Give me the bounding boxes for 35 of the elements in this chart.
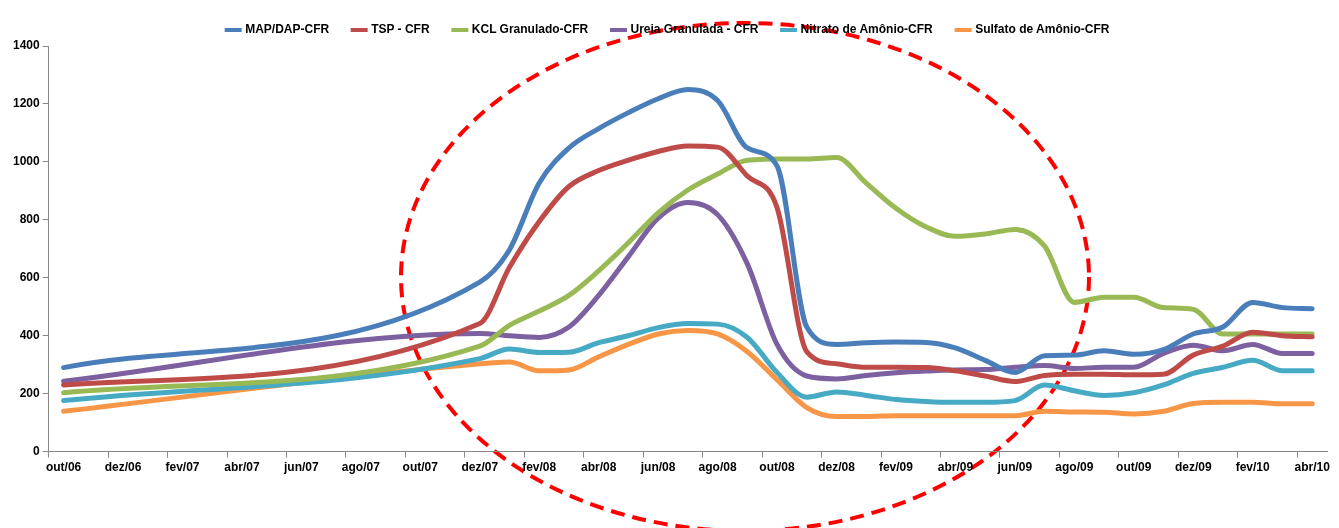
legend-label: Sulfato de Amônio-CFR <box>975 22 1110 37</box>
y-tick-label: 600 <box>19 270 41 285</box>
x-tick-label: dez/07 <box>461 460 499 475</box>
x-tick-label: jun/07 <box>283 460 320 475</box>
x-tick-label: abr/07 <box>224 460 260 475</box>
x-tick-label: fev/08 <box>522 460 557 475</box>
y-tick-label: 400 <box>19 328 41 343</box>
x-tick-label: out/08 <box>759 460 796 475</box>
y-tick-label: 1000 <box>12 154 41 169</box>
x-tick-label: abr/10 <box>1294 460 1331 475</box>
x-tick-label: jun/09 <box>996 460 1033 475</box>
y-tick-label: 0 <box>33 443 41 458</box>
x-tick-label: dez/09 <box>1174 460 1212 475</box>
x-tick-label: dez/06 <box>104 460 142 475</box>
y-tick-label: 1200 <box>12 96 41 111</box>
legend-label: TSP - CFR <box>371 22 430 37</box>
x-tick-label: fev/09 <box>878 460 914 475</box>
x-tick-label: ago/09 <box>1055 460 1094 475</box>
x-tick-label: ago/07 <box>341 460 381 475</box>
x-tick-label: abr/09 <box>937 460 974 475</box>
x-tick-label: fev/07 <box>165 460 200 475</box>
x-tick-label: out/06 <box>45 460 82 475</box>
legend-label: KCL Granulado-CFR <box>471 22 589 37</box>
legend-label: Ureia Granulada - CFR <box>630 22 759 37</box>
y-tick-label: 800 <box>19 212 41 227</box>
x-tick-label: dez/08 <box>818 460 856 475</box>
x-tick-label: abr/08 <box>580 460 617 475</box>
x-tick-label: out/09 <box>1116 460 1152 475</box>
legend-label: MAP/DAP-CFR <box>245 22 330 37</box>
x-tick-label: out/07 <box>402 460 439 475</box>
x-tick-label: jun/08 <box>639 460 676 475</box>
y-tick-label: 200 <box>19 385 41 400</box>
x-tick-label: ago/08 <box>698 460 737 475</box>
x-tick-label: fev/10 <box>1235 460 1271 475</box>
y-tick-label: 1400 <box>12 38 41 53</box>
